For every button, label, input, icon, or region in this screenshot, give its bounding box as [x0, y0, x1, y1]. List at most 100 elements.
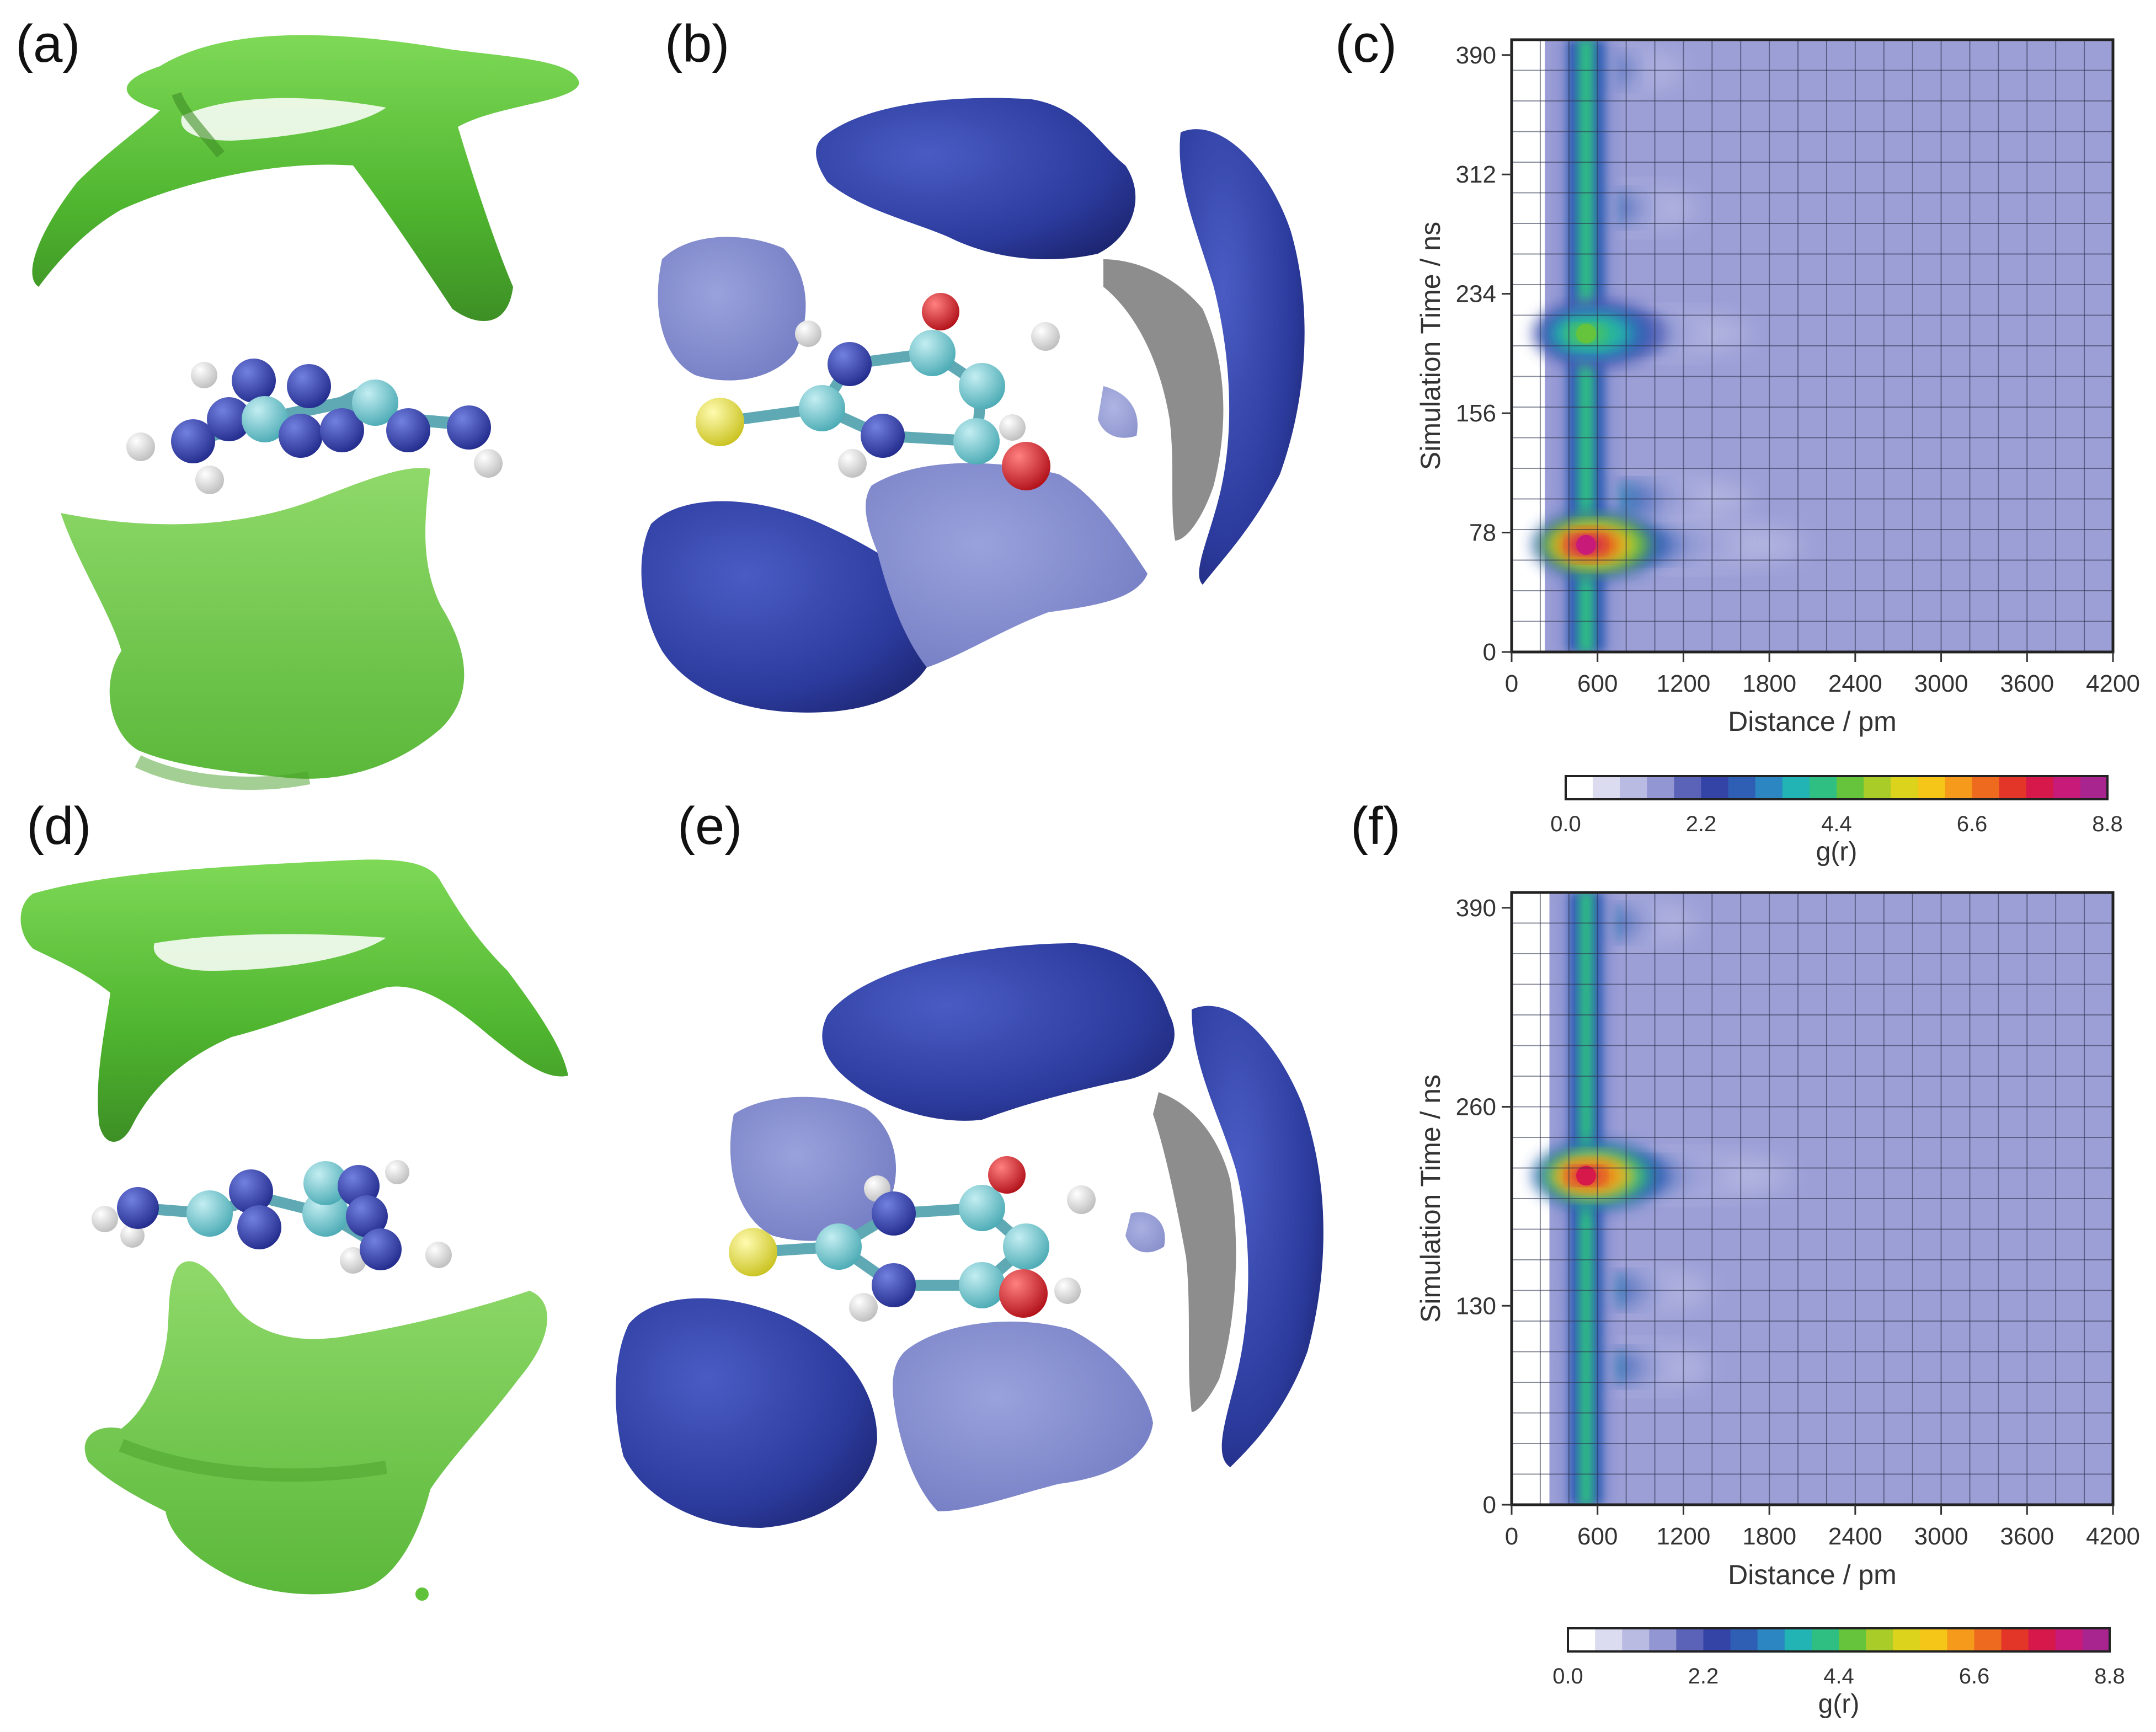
panel-b-render: [641, 98, 1305, 713]
panel-a-render: [32, 35, 580, 790]
hotspot-core-f-0: [1576, 1166, 1596, 1186]
y-tick-label-f: 260: [1456, 1094, 1496, 1121]
y-tick-label-c: 234: [1456, 281, 1496, 308]
panel-b-isosurface-bottom-left: [641, 501, 938, 713]
colorbar-swatch-f: [1974, 1628, 2002, 1651]
colorbar-tick-label-f: 2.2: [1688, 1664, 1719, 1688]
colorbar-swatch-f: [1649, 1628, 1677, 1651]
x-tick-label-f: 0: [1505, 1523, 1518, 1550]
colorbar-swatch-c: [1620, 776, 1647, 799]
panel-e-isosurface-bottom-left: [616, 1298, 877, 1528]
colorbar-tick-label-c: 8.8: [2092, 812, 2123, 836]
x-tick-label-c: 2400: [1828, 670, 1882, 697]
panel-e-isosurface-arc: [1192, 1006, 1324, 1467]
colorbar-swatch-f: [1920, 1628, 1947, 1651]
y-tick-label-c: 156: [1456, 400, 1496, 427]
panel-b-isosurface-top: [816, 98, 1136, 259]
colorbar-swatch-f: [1730, 1628, 1758, 1651]
colorbar-swatch-f: [1595, 1628, 1623, 1651]
panel-label-b: (b): [665, 14, 729, 73]
y-tick-label-c: 390: [1456, 42, 1496, 69]
panel-a-lower-isosurface: [61, 468, 465, 790]
panel-b-molecule: [696, 293, 1060, 490]
y-tick-label-c: 78: [1469, 520, 1496, 547]
colorbar-swatch-c: [1864, 776, 1891, 799]
colorbar-swatch-c: [1566, 776, 1593, 799]
grid-c: [1511, 39, 2114, 653]
x-tick-label-f: 1800: [1742, 1523, 1796, 1550]
colorbar-swatch-f: [2028, 1628, 2056, 1651]
colorbar-swatch-f: [2055, 1628, 2083, 1651]
x-tick-label-c: 1200: [1656, 670, 1710, 697]
y-axis-label-c: Simulation Time / ns: [1415, 222, 1446, 470]
x-tick-label-f: 4200: [2086, 1523, 2140, 1550]
colorbar-swatch-c: [1701, 776, 1729, 799]
colorbar-tick-label-f: 8.8: [2094, 1664, 2125, 1688]
x-tick-label-f: 2400: [1828, 1523, 1882, 1550]
colorbar-swatch-c: [1593, 776, 1620, 799]
colorbar-tick-label-c: 4.4: [1821, 812, 1852, 836]
panel-label-f: (f): [1351, 796, 1401, 856]
colorbar-swatch-c: [1674, 776, 1701, 799]
colorbar-swatch-f: [2001, 1628, 2029, 1651]
colorbar-swatch-c: [1837, 776, 1864, 799]
colorbar-swatch-f: [1568, 1628, 1595, 1651]
colorbar-swatch-f: [1839, 1628, 1866, 1651]
hotspot-core-c-0: [1576, 534, 1596, 555]
colorbar-swatch-c: [2053, 776, 2081, 799]
x-tick-label-c: 600: [1577, 670, 1618, 697]
colorbar-frame-f: [1567, 1627, 2111, 1653]
panel-d-molecule: [92, 1160, 452, 1274]
x-tick-label-c: 4200: [2086, 670, 2140, 697]
colorbar-swatch-c: [1999, 776, 2027, 799]
x-tick-label-f: 3000: [1914, 1523, 1968, 1550]
x-tick-label-c: 0: [1505, 670, 1518, 697]
panel-e-isosurface-bottom-light: [893, 1321, 1153, 1511]
x-axis-label-c: Distance / pm: [1728, 706, 1897, 737]
panel-b-isosurface-bottom-light: [866, 463, 1148, 667]
panel-d-render: [20, 859, 568, 1601]
plot-frame-c: [1510, 38, 2115, 654]
y-tick-label-f: 390: [1456, 895, 1496, 922]
colorbar-swatch-c: [1972, 776, 2000, 799]
grid-f: [1511, 892, 2114, 1505]
x-tick-label-f: 600: [1577, 1523, 1618, 1550]
x-tick-label-c: 3600: [2000, 670, 2054, 697]
colorbar-swatch-c: [1809, 776, 1837, 799]
chart-c: 0 600 1200 1800 2400 3000 3600 4200 0 78 156 234 312…: [1415, 38, 2140, 867]
colorbar-tick-label-f: 6.6: [1959, 1664, 1990, 1688]
y-tick-label-c: 312: [1456, 161, 1496, 188]
panel-a-molecule: [126, 359, 503, 494]
colorbar-swatch-c: [1728, 776, 1756, 799]
colorbar-label-c: g(r): [1816, 837, 1858, 867]
colorbar-swatch-f: [1784, 1628, 1812, 1651]
colorbar-tick-label-f: 4.4: [1823, 1664, 1854, 1688]
panel-label-a: (a): [15, 14, 80, 73]
colorbar-swatch-f: [1622, 1628, 1650, 1651]
panel-d-lower-isosurface: [84, 1261, 548, 1601]
colorbar-f: 0.0 2.2 4.4 6.6 8.8 g(r): [1552, 1627, 2125, 1719]
colorbar-tick-label-f: 0.0: [1552, 1664, 1583, 1688]
chart-f: 0 600 1200 1800 2400 3000 3600 4200 0 130 260 390 Di…: [1415, 891, 2140, 1719]
x-tick-label-c: 1800: [1742, 670, 1796, 697]
colorbar-swatch-f: [1811, 1628, 1839, 1651]
colorbar-label-f: g(r): [1818, 1690, 1860, 1719]
x-tick-label-c: 3000: [1914, 670, 1968, 697]
colorbar-swatch-f: [2082, 1628, 2110, 1651]
colorbar-frame-c: [1565, 775, 2109, 800]
y-tick-label-f: 130: [1456, 1292, 1496, 1319]
y-tick-label-c: 0: [1483, 639, 1496, 666]
colorbar-swatch-f: [1703, 1628, 1731, 1651]
panel-label-d: (d): [26, 796, 91, 856]
colorbar-swatch-c: [2080, 776, 2108, 799]
colorbar-swatch-f: [1947, 1628, 1974, 1651]
y-axis-label-f: Simulation Time / ns: [1415, 1075, 1446, 1323]
panel-e-molecule: [729, 1156, 1096, 1322]
panel-e-render: [616, 943, 1324, 1528]
colorbar-tick-label-c: 0.0: [1550, 812, 1581, 836]
x-tick-label-f: 3600: [2000, 1523, 2054, 1550]
colorbar-tick-label-c: 2.2: [1686, 812, 1717, 836]
colorbar-swatch-c: [1918, 776, 1945, 799]
x-tick-label-f: 1200: [1656, 1523, 1710, 1550]
